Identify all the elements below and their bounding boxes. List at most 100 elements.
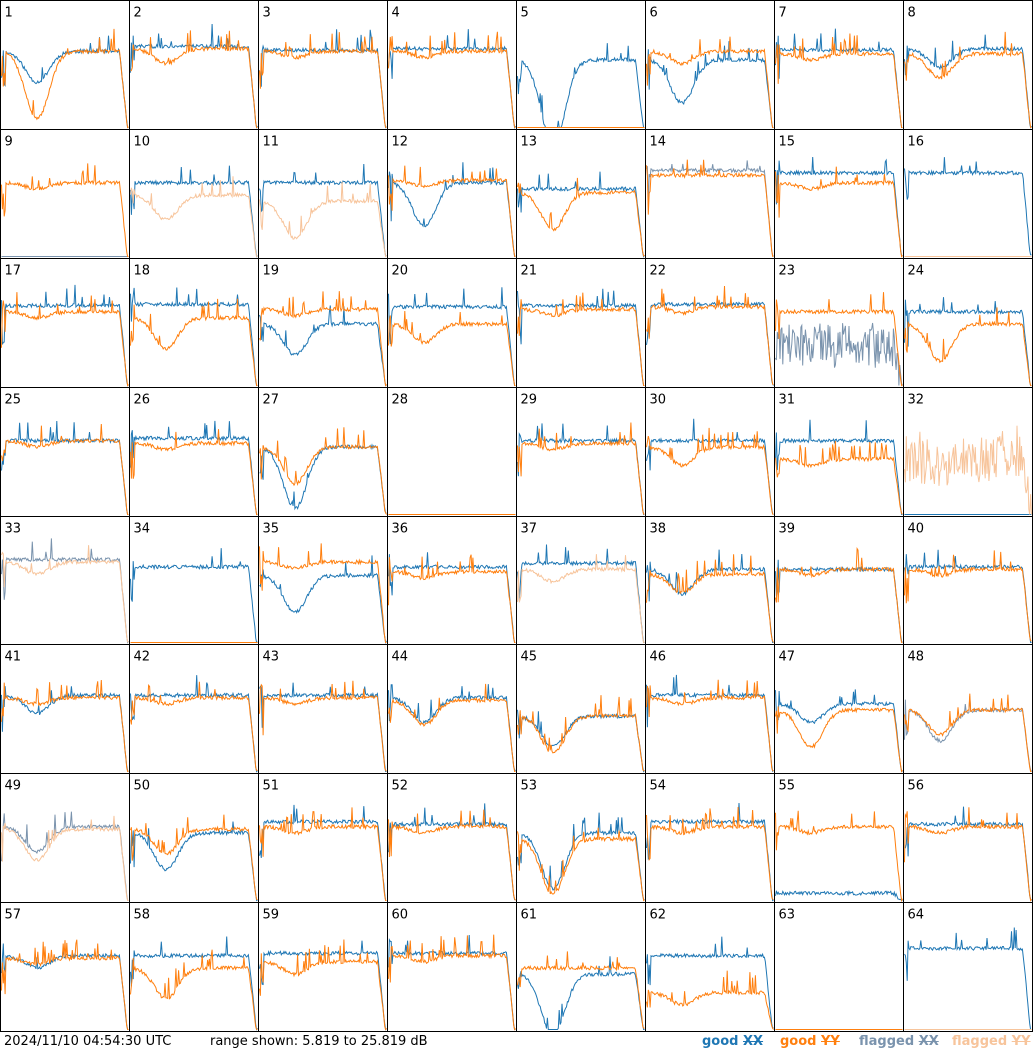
panel-35: 35 <box>258 516 388 645</box>
panel-label: 53 <box>521 779 538 794</box>
series-xx <box>775 689 903 772</box>
series-xx <box>775 889 903 901</box>
series-yy <box>646 427 774 515</box>
panel-label: 8 <box>908 6 916 21</box>
panel-frame <box>387 387 517 517</box>
series-yy <box>646 36 774 128</box>
series-yy <box>259 181 387 258</box>
panel-frame <box>129 644 259 774</box>
panel-frame <box>516 644 646 774</box>
panel-3: 3 <box>258 0 388 130</box>
panel-label: 9 <box>5 135 13 150</box>
panel-label: 56 <box>908 779 925 794</box>
series-yy <box>1 163 129 257</box>
series-yy <box>1 545 129 643</box>
panel-22: 22 <box>645 258 775 388</box>
panel-frame <box>258 773 388 903</box>
panel-16: 16 <box>903 129 1033 259</box>
panel-label: 28 <box>392 393 409 408</box>
series-xx <box>130 420 258 515</box>
panel-label: 32 <box>908 393 925 408</box>
panel-51: 51 <box>258 773 388 903</box>
panel-label: 38 <box>650 522 667 537</box>
panel-26: 26 <box>129 387 259 517</box>
panel-42: 42 <box>129 644 259 774</box>
panel-41: 41 <box>0 644 130 774</box>
panel-36: 36 <box>387 516 517 645</box>
panel-30: 30 <box>645 387 775 517</box>
legend-flagged-yy: flagged YY <box>952 1033 1031 1051</box>
panel-label: 43 <box>263 650 280 665</box>
panel-frame <box>387 902 517 1032</box>
series-yy <box>130 176 258 257</box>
panel-64: 64 <box>903 902 1033 1032</box>
panel-label: 26 <box>134 393 151 408</box>
panel-label: 16 <box>908 135 925 150</box>
panel-label: 40 <box>908 522 925 537</box>
series-yy <box>904 307 1032 386</box>
series-yy <box>775 810 903 903</box>
series-xx <box>259 555 387 645</box>
panel-frame <box>0 516 130 645</box>
series-xx <box>517 812 645 901</box>
series-yy <box>1 939 129 1030</box>
series-yy <box>130 681 258 772</box>
panel-60: 60 <box>387 902 517 1032</box>
panel-33: 33 <box>0 516 130 645</box>
panel-8: 8 <box>903 0 1033 130</box>
series-yy <box>646 285 774 386</box>
series-yy <box>775 292 903 387</box>
panel-52: 52 <box>387 773 517 903</box>
series-xx <box>259 29 387 129</box>
panel-31: 31 <box>774 387 904 517</box>
panel-label: 59 <box>263 908 280 923</box>
panel-frame <box>258 129 388 259</box>
panel-13: 13 <box>516 129 646 259</box>
series-xx <box>259 305 387 386</box>
series-yy <box>130 429 258 516</box>
series-yy <box>775 166 903 258</box>
panel-29: 29 <box>516 387 646 517</box>
panel-label: 30 <box>650 393 667 408</box>
panel-5: 5 <box>516 0 646 130</box>
panel-9: 9 <box>0 129 130 259</box>
series-yy <box>130 30 258 128</box>
series-yy <box>517 951 645 1029</box>
panel-label: 35 <box>263 522 280 537</box>
series-xx <box>130 675 258 773</box>
legend-good-xx-label: good <box>702 1034 739 1049</box>
series-xx <box>259 940 387 1031</box>
panel-label: 33 <box>5 522 22 537</box>
panel-43: 43 <box>258 644 388 774</box>
panel-label: 62 <box>650 908 667 923</box>
series-xx <box>1 811 129 901</box>
series-xx <box>646 41 774 129</box>
panel-frame <box>903 773 1033 903</box>
legend-good-xx-pol: XX <box>743 1034 764 1049</box>
series-yy <box>130 814 258 901</box>
series-xx <box>904 927 1032 1030</box>
panel-18: 18 <box>129 258 259 388</box>
panel-label: 7 <box>779 6 787 21</box>
series-xx <box>130 548 258 644</box>
series-xx <box>130 287 258 386</box>
panel-23: 23 <box>774 258 904 388</box>
panel-label: 52 <box>392 779 409 794</box>
panel-6: 6 <box>645 0 775 130</box>
panel-label: 11 <box>263 135 280 150</box>
series-xx <box>904 297 1032 386</box>
series-yy <box>517 292 645 386</box>
series-yy <box>1 815 129 901</box>
panel-frame <box>387 129 517 259</box>
panel-frame <box>903 902 1033 1032</box>
panel-label: 50 <box>134 779 151 794</box>
panel-label: 23 <box>779 264 796 279</box>
panel-62: 62 <box>645 902 775 1032</box>
panel-label: 19 <box>263 264 280 279</box>
panel-48: 48 <box>903 644 1033 774</box>
series-xx <box>130 165 258 258</box>
legend-good-yy-pol: YY <box>821 1034 840 1049</box>
panel-44: 44 <box>387 644 517 774</box>
series-xx <box>130 23 258 129</box>
